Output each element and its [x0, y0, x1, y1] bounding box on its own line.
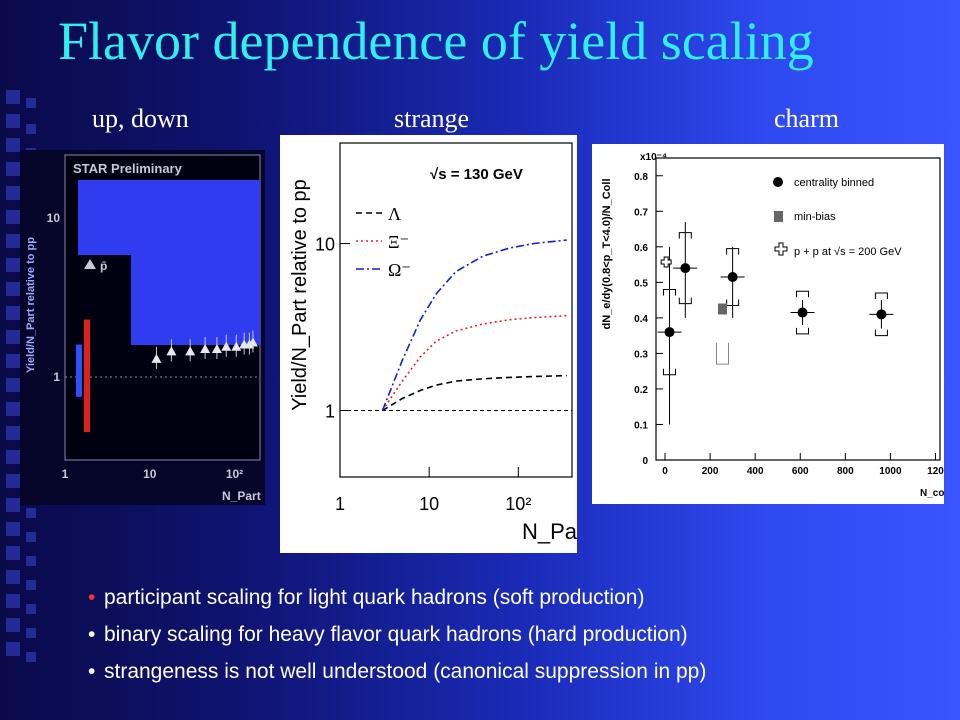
systematic-bracket [796, 290, 810, 298]
plot-frame [339, 142, 573, 478]
x-tick-label: 0 [662, 466, 668, 477]
x-tick-label: 10² [505, 494, 531, 514]
y-tick-label: 0 [642, 456, 648, 467]
legend-label: Ξ⁻ [388, 232, 409, 252]
y-tick-label: 1 [325, 402, 335, 422]
legend-label: min-bias [794, 211, 836, 223]
x-tick-label: 10² [226, 467, 243, 481]
y-tick-label: 10 [47, 211, 61, 225]
data-point [166, 346, 177, 356]
pp-uncertainty-bar [84, 319, 90, 433]
systematic-bracket [874, 329, 888, 337]
data-point [680, 263, 691, 274]
x-tick-label: 200 [702, 466, 719, 477]
series-line [381, 239, 567, 411]
axis-multiplier: x10⁻⁴ [640, 152, 667, 163]
systematic-bracket [715, 342, 729, 365]
x-tick-label: 1000 [879, 466, 902, 477]
column-label-strange: strange [394, 104, 470, 133]
systematic-bracket [796, 327, 810, 335]
systematic-bracket [678, 232, 692, 239]
systematic-bracket [726, 299, 740, 306]
slide-title: Flavor dependence of yield scaling [58, 11, 814, 71]
data-point [151, 353, 162, 363]
data-point [211, 344, 222, 354]
legend-label: p + p at √s = 200 GeV [794, 246, 902, 258]
x-tick-label: 600 [792, 466, 809, 477]
y-tick-label: 0.1 [634, 420, 648, 431]
x-axis-label: N_Part [222, 489, 261, 503]
systematic-bracket [663, 288, 677, 296]
y-tick-label: 0.2 [634, 385, 648, 396]
bullet-item: • strangeness is not well understood (can… [88, 656, 706, 688]
chart-strange: 1 10 1 10 10² N_Part Yield/N_Part relative to … [280, 135, 577, 553]
legend-marker [774, 242, 788, 256]
x-tick-label: 800 [837, 466, 854, 477]
data-point [247, 337, 258, 347]
plot-frame [655, 157, 941, 461]
legend-marker [84, 259, 96, 269]
data-point [660, 256, 672, 268]
systematic-bracket [726, 248, 740, 255]
bullet-text: binary scaling for heavy flavor quark ha… [104, 623, 688, 646]
x-tick-label: 10 [419, 494, 439, 514]
y-tick-label: 0.6 [634, 243, 648, 254]
column-label-up-down: up, down [92, 104, 189, 133]
legend-marker [774, 211, 783, 222]
chart-background [280, 135, 577, 553]
x-tick-label: 1 [335, 494, 345, 514]
y-tick-label: 0.5 [634, 278, 648, 289]
data-point [200, 344, 211, 354]
x-tick-label: 10 [143, 467, 157, 481]
legend-label: p̄ [100, 259, 107, 273]
x-tick-label: 1 [62, 467, 69, 481]
y-axis-label: Yield/N_Part relative to pp [289, 179, 311, 411]
y-tick-label: 0.3 [634, 349, 648, 360]
y-axis-label: dN_e/dy(0.8<p_T<4.0)/N_Coll [601, 179, 613, 330]
chart-title: √s = 130 GeV [430, 166, 523, 183]
overlay-block [131, 255, 260, 345]
data-point [221, 341, 232, 351]
legend-marker [773, 177, 783, 187]
data-point [717, 303, 727, 315]
bullet-dot: • [88, 586, 96, 609]
legend-label: centrality binned [794, 177, 874, 189]
y-tick-label: 10 [315, 235, 335, 255]
x-tick-label: 120 [927, 466, 944, 477]
data-point [797, 307, 808, 318]
chart-up-down: STAR Preliminary Yield/N_Part relative to… [20, 150, 265, 505]
chart-title: STAR Preliminary [73, 161, 183, 176]
data-point [231, 341, 242, 351]
systematic-bracket [678, 297, 692, 305]
data-point [185, 346, 196, 356]
chart-charm: x10⁻⁴ 0 0.1 0.2 0.3 0.4 0.5 0.6 0.7 0.8 0 200 400 600… [592, 144, 944, 504]
x-axis-label: N_Part [522, 519, 577, 544]
data-point [876, 309, 887, 320]
x-axis-label: N_coll [920, 488, 944, 499]
bullet-dot: • [88, 623, 96, 646]
x-tick-label: 400 [747, 466, 764, 477]
y-tick-label: 0.8 [634, 172, 648, 183]
data-point [664, 327, 675, 338]
bullet-text: strangeness is not well understood (cano… [104, 660, 707, 683]
y-axis-label: Yield/N_Part relative to pp [25, 237, 37, 373]
column-label-charm: charm [774, 104, 839, 133]
legend-label: Λ [388, 204, 401, 224]
bullet-dot: • [88, 660, 96, 683]
legend-label: Ω⁻ [388, 260, 411, 280]
y-tick-label: 1 [53, 370, 60, 384]
series-line [381, 314, 567, 411]
systematic-bracket [874, 292, 888, 300]
y-tick-label: 0.4 [634, 314, 648, 325]
data-point [727, 272, 738, 283]
bullet-item: • binary scaling for heavy flavor quark h… [88, 619, 688, 651]
chart-background [592, 144, 944, 504]
y-tick-label: 0.7 [634, 207, 648, 218]
pp-uncertainty-bar [76, 344, 82, 397]
bullet-item: • participant scaling for light quark had… [88, 582, 644, 614]
overlay-block [78, 180, 260, 255]
bullet-text: participant scaling for light quark hadr… [104, 586, 645, 609]
systematic-bracket [663, 368, 677, 376]
